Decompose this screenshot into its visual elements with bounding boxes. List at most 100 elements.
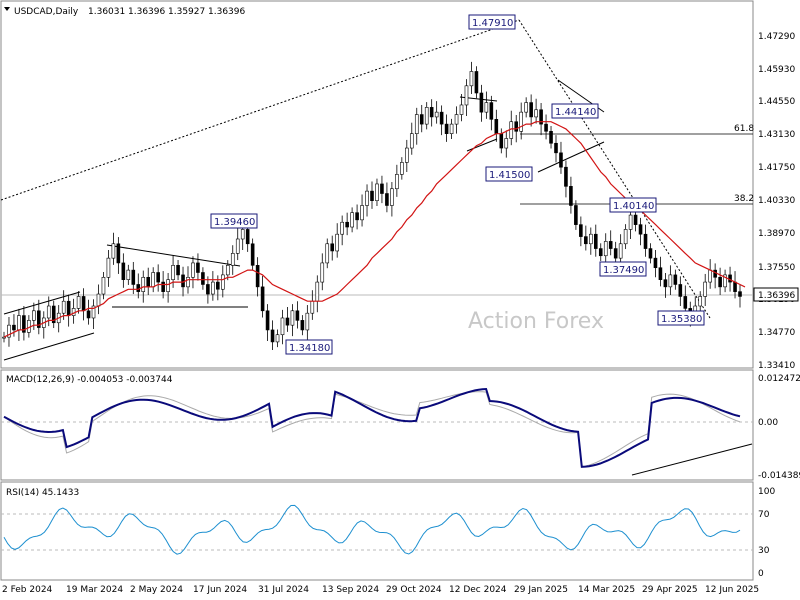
candle-body [375, 183, 379, 202]
candle-body [633, 214, 638, 225]
macd-tick: -0.014389 [758, 471, 800, 481]
annotation-box [485, 166, 533, 182]
candle-body [146, 276, 151, 288]
candle-body [201, 272, 205, 285]
candle-body [648, 248, 653, 259]
candle-body [494, 119, 499, 134]
candle-body [32, 310, 36, 321]
candle-body [106, 257, 111, 278]
sma-line [3, 121, 746, 338]
date-tick: 14 Mar 2025 [578, 585, 635, 595]
candle-body [519, 111, 523, 132]
candle-body [489, 102, 494, 120]
rsi-tick: 0 [758, 569, 764, 579]
candle-body [86, 310, 91, 319]
candle-body [255, 265, 260, 288]
price-tick: 1.41750 [758, 163, 795, 173]
candle-body [738, 291, 742, 297]
candle-body [350, 212, 354, 228]
candle-body [61, 300, 66, 314]
candle-body [673, 274, 678, 285]
candle-body [12, 324, 16, 331]
price-tick: 1.40330 [758, 196, 795, 206]
candle-body [598, 248, 603, 257]
date-tick: 19 Mar 2024 [66, 585, 123, 595]
candle-body [101, 276, 106, 295]
candle-body [17, 315, 21, 331]
candle-body [593, 233, 598, 249]
candle-body [335, 233, 339, 252]
candle-body [66, 300, 71, 316]
annotation-box [599, 261, 647, 277]
candle-body [723, 274, 727, 288]
candle-body [479, 92, 484, 113]
annotation-label: 1.37490 [603, 265, 644, 276]
candle-body [484, 102, 489, 113]
candle-body [429, 107, 434, 118]
annotation-label: 1.35380 [661, 314, 702, 325]
candle-body [554, 142, 558, 154]
annotation-label: 1.41500 [489, 170, 530, 181]
watermark: Action Forex [468, 309, 604, 334]
candle-body [613, 248, 618, 259]
candle-body [96, 293, 101, 307]
candle-body [409, 133, 414, 149]
annotation-box [468, 14, 516, 30]
ohlc-open: 1.36031 [88, 7, 125, 17]
candle-body [81, 296, 86, 312]
candle-body [703, 281, 707, 297]
candle-body [46, 305, 51, 319]
rsi-line [3, 504, 741, 555]
macd-line [3, 387, 741, 468]
candle-body [414, 114, 419, 134]
price-tick: 1.38970 [758, 229, 795, 239]
candle-body [589, 233, 593, 245]
candle-body [295, 310, 300, 321]
annotation-box [609, 197, 657, 213]
macd-tick: 0.012472 [758, 374, 800, 384]
macd-trendline [631, 443, 753, 476]
candle-body [171, 265, 175, 280]
candle-body [136, 284, 141, 292]
candle-body [708, 269, 712, 283]
candle-body [270, 329, 275, 343]
candle-body [221, 274, 225, 290]
candle-body [305, 312, 310, 331]
candle-body [186, 276, 190, 288]
annotation-label: 1.39460 [214, 217, 255, 228]
candle-body [235, 238, 240, 254]
candle-body [141, 276, 146, 292]
candle-body [265, 310, 270, 331]
candle-body [370, 190, 374, 202]
candle-body [280, 317, 285, 336]
current-price-label: 1.36396 [758, 291, 795, 301]
candle-body [584, 236, 588, 245]
candle-body [230, 253, 235, 266]
rsi-tick: 100 [758, 487, 775, 497]
candle-body [454, 114, 459, 125]
candle-body [71, 308, 76, 316]
candle-body [405, 147, 409, 163]
candle-body [504, 138, 509, 149]
candle-body [51, 305, 56, 324]
macd-panel-frame [0, 369, 754, 481]
price-tick: 1.47290 [758, 32, 795, 42]
price-candles [2, 61, 742, 351]
annotation-label: 1.34180 [289, 343, 330, 354]
date-tick: 13 Sep 2024 [322, 585, 379, 595]
candle-body [131, 269, 136, 285]
candle-body [206, 284, 210, 295]
rsi-tick: 70 [758, 510, 770, 520]
candle-body [469, 71, 474, 87]
candle-body [663, 279, 668, 288]
candle-body [683, 296, 688, 309]
candle-body [315, 281, 320, 302]
candle-body [156, 272, 160, 283]
candle-body [509, 121, 514, 139]
candle-body [126, 269, 131, 280]
trendlines [0, 19, 711, 361]
candle-body [340, 221, 344, 235]
candle-body [300, 320, 305, 331]
candle-body [559, 152, 563, 168]
candle-body [464, 85, 469, 106]
